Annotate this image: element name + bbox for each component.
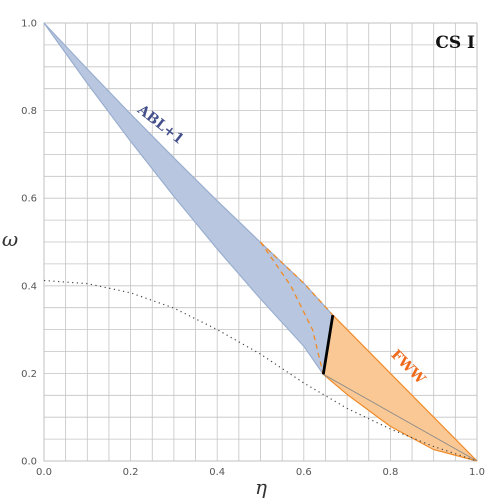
- fww-lower-edge: [322, 373, 478, 462]
- abl-region: [44, 23, 333, 375]
- y-tick-label: 1.0: [21, 19, 37, 30]
- y-tick-label: 0.6: [21, 194, 37, 205]
- x-tick-label: 0.8: [382, 467, 398, 478]
- regions: [43, 22, 478, 462]
- ticks: 0.0 0.2 0.4 0.6 0.8 1.0 0.0 0.2 0.4 0.6 0.8 1.0: [21, 19, 485, 479]
- x-tick-label: 0.2: [123, 467, 139, 478]
- fww-upper-edge: [332, 314, 478, 462]
- fww-region: [323, 315, 477, 461]
- curves: [43, 241, 478, 462]
- x-tick-label: 1.0: [469, 467, 485, 478]
- chart-title: CS I: [435, 33, 475, 53]
- y-tick-label: 0.8: [21, 106, 37, 117]
- x-tick-label: 0.0: [36, 467, 52, 478]
- abl-lower-edge: [43, 22, 324, 375]
- boundary-segment: [321, 314, 335, 375]
- y-tick-label: 0.0: [21, 457, 37, 468]
- y-tick-label: 0.4: [21, 281, 37, 292]
- x-tick-label: 0.6: [296, 467, 312, 478]
- chord-line: [323, 373, 478, 462]
- y-axis-label: ω: [2, 227, 18, 251]
- y-tick-label: 0.2: [21, 369, 37, 380]
- x-axis-label: η: [255, 475, 267, 499]
- x-tick-label: 0.4: [209, 467, 225, 478]
- dashed-upper-boundary: [260, 241, 334, 316]
